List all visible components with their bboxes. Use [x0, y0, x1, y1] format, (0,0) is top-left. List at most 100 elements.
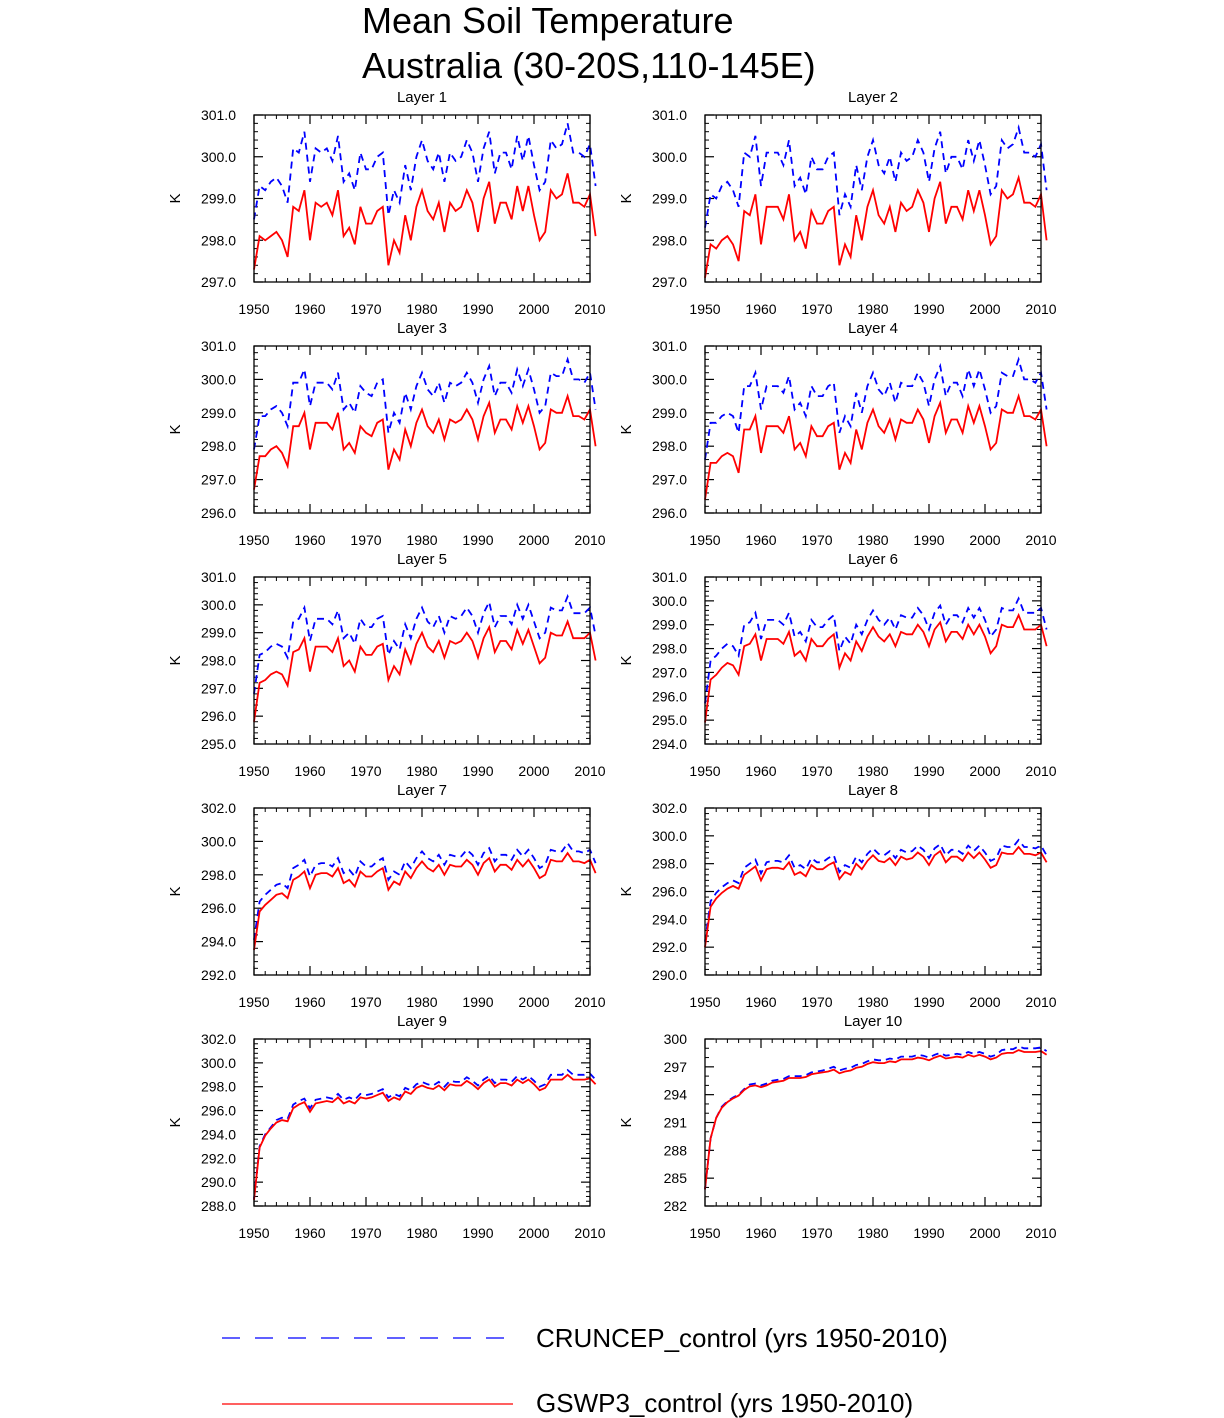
y-tick-label: 296.0	[201, 1103, 236, 1119]
x-tick-label: 2010	[1025, 532, 1056, 548]
x-tick-label: 2010	[1025, 763, 1056, 779]
x-tick-label: 1990	[462, 532, 493, 548]
panel-title: Layer 10	[844, 1013, 902, 1030]
x-tick-label: 1960	[294, 532, 325, 548]
x-tick-label: 1990	[913, 763, 944, 779]
series-gswp3-line	[704, 393, 1048, 500]
panel-layer-7: Layer 7 K 1950 1960 1970 1980 1990 2000 2010 292.…	[167, 782, 606, 1010]
y-axis-label: K	[167, 655, 184, 665]
x-tick-label: 1970	[801, 301, 832, 317]
x-tick-label: 1990	[913, 994, 944, 1010]
x-tick-label: 1960	[294, 1225, 325, 1241]
y-tick-label: 282	[664, 1198, 688, 1214]
x-tick-label: 1960	[294, 763, 325, 779]
x-tick-label: 2010	[574, 994, 605, 1010]
y-tick-label: 296.0	[652, 688, 687, 704]
x-tick-label: 1960	[294, 301, 325, 317]
x-tick-label: 1980	[857, 1225, 888, 1241]
series-gswp3-line	[253, 851, 597, 951]
y-tick-label: 299.0	[652, 191, 687, 207]
x-tick-label: 1950	[238, 994, 269, 1010]
panel-title: Layer 2	[848, 89, 898, 106]
y-tick-label: 299.0	[201, 625, 236, 641]
panel-title: Layer 1	[397, 89, 447, 106]
y-tick-label: 297.0	[201, 472, 236, 488]
series-cruncep-line	[704, 596, 1048, 704]
y-axis-label: K	[618, 193, 635, 203]
panel-layer-6: Layer 6 K 1950 1960 1970 1980 1990 2000 2010 294.…	[618, 551, 1057, 779]
y-tick-label: 294.0	[201, 1126, 236, 1142]
y-tick-label: 298.0	[201, 438, 236, 454]
panel-layer-5: Layer 5 K 1950 1960 1970 1980 1990 2000 2010 295.…	[167, 551, 606, 779]
y-tick-label: 298.0	[201, 1079, 236, 1095]
y-tick-label: 288.0	[201, 1198, 236, 1214]
panel-title: Layer 4	[848, 320, 898, 337]
x-tick-label: 2000	[969, 301, 1000, 317]
y-tick-label: 292.0	[652, 939, 687, 955]
series-gswp3-line	[704, 612, 1048, 723]
y-tick-label: 290.0	[201, 1174, 236, 1190]
y-axis-label: K	[167, 886, 184, 896]
x-tick-label: 1950	[238, 532, 269, 548]
x-tick-label: 1980	[406, 994, 437, 1010]
y-tick-label: 297.0	[201, 680, 236, 696]
panel-layer-2: Layer 2 K 1950 1960 1970 1980 1990 2000 2010 297.…	[618, 89, 1057, 317]
y-tick-label: 291	[664, 1115, 688, 1131]
x-tick-label: 1980	[857, 763, 888, 779]
y-tick-label: 300.0	[201, 1055, 236, 1071]
y-tick-label: 285	[664, 1170, 688, 1186]
series-cruncep-line	[253, 841, 597, 941]
series-cruncep-line	[704, 124, 1048, 228]
y-tick-label: 301.0	[652, 107, 687, 123]
panel-layer-4: Layer 4 K 1950 1960 1970 1980 1990 2000 2010 296.…	[618, 320, 1057, 548]
y-axis-label: K	[167, 1117, 184, 1127]
x-tick-label: 2010	[574, 763, 605, 779]
legend-label-cruncep: CRUNCEP_control (yrs 1950-2010)	[536, 1323, 948, 1353]
x-tick-label: 1960	[745, 994, 776, 1010]
y-tick-label: 298.0	[201, 232, 236, 248]
x-tick-label: 2000	[969, 532, 1000, 548]
y-tick-label: 299.0	[652, 405, 687, 421]
x-tick-label: 2010	[1025, 994, 1056, 1010]
panel-title: Layer 3	[397, 320, 447, 337]
x-tick-label: 1960	[294, 994, 325, 1010]
panel-title: Layer 6	[848, 551, 898, 568]
y-tick-label: 297	[664, 1059, 688, 1075]
y-tick-label: 294.0	[652, 736, 687, 752]
panel-layer-8: Layer 8 K 1950 1960 1970 1980 1990 2000 2010 290.…	[618, 782, 1057, 1010]
x-tick-label: 2000	[969, 763, 1000, 779]
panel-title: Layer 9	[397, 1013, 447, 1030]
y-tick-label: 300.0	[652, 371, 687, 387]
y-tick-label: 300.0	[652, 149, 687, 165]
x-tick-label: 1950	[238, 763, 269, 779]
series-cruncep-line	[253, 356, 597, 450]
plot-frame	[253, 114, 591, 283]
x-tick-label: 1950	[689, 994, 720, 1010]
x-tick-label: 1990	[913, 532, 944, 548]
x-tick-label: 1960	[745, 1225, 776, 1241]
y-tick-label: 302.0	[201, 800, 236, 816]
x-tick-label: 1950	[238, 1225, 269, 1241]
x-tick-label: 2010	[1025, 1225, 1056, 1241]
x-tick-label: 2000	[518, 763, 549, 779]
x-tick-label: 1990	[913, 1225, 944, 1241]
x-tick-label: 1990	[462, 763, 493, 779]
y-tick-label: 297.0	[652, 274, 687, 290]
x-tick-label: 2010	[1025, 301, 1056, 317]
plot-frame	[253, 576, 591, 745]
y-tick-label: 301.0	[201, 107, 236, 123]
panels-grid: Layer 1 K 1950 1960 1970 1980 1990 2000 2010 297.…	[167, 89, 1057, 1241]
x-tick-label: 1970	[350, 532, 381, 548]
y-tick-label: 300.0	[652, 593, 687, 609]
y-tick-label: 300.0	[201, 149, 236, 165]
plot-frame	[704, 345, 1042, 514]
y-tick-label: 292.0	[201, 1150, 236, 1166]
y-tick-label: 297.0	[652, 664, 687, 680]
x-tick-label: 1980	[406, 532, 437, 548]
x-tick-label: 1980	[406, 1225, 437, 1241]
y-tick-label: 296.0	[652, 884, 687, 900]
y-tick-label: 292.0	[201, 967, 236, 983]
y-axis-label: K	[167, 424, 184, 434]
x-tick-label: 1970	[801, 994, 832, 1010]
y-tick-label: 296.0	[201, 505, 236, 521]
